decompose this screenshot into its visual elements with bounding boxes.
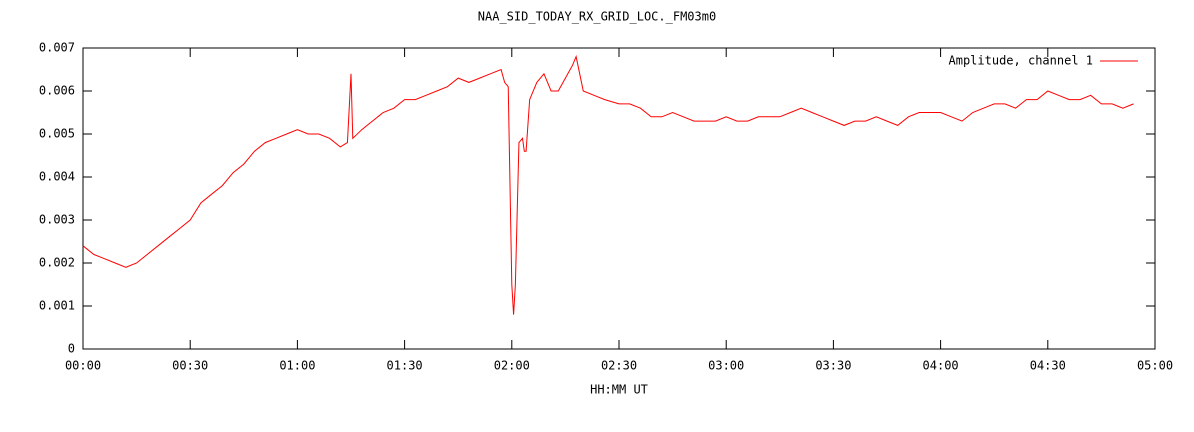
y-tick-label: 0.004 xyxy=(39,170,75,184)
x-axis-label: HH:MM UT xyxy=(590,383,648,397)
y-tick-label: 0.006 xyxy=(39,84,75,98)
x-tick-label: 00:30 xyxy=(172,359,208,373)
y-tick-label: 0.007 xyxy=(39,41,75,55)
x-tick-label: 02:00 xyxy=(494,359,530,373)
data-line xyxy=(82,54,1134,315)
y-tick-label: 0.002 xyxy=(39,256,75,270)
y-tick-label: 0 xyxy=(68,342,75,356)
legend-label: Amplitude, channel 1 xyxy=(949,54,1094,68)
x-tick-label: 05:00 xyxy=(1137,359,1173,373)
y-tick-label: 0.005 xyxy=(39,127,75,141)
x-tick-label: 01:00 xyxy=(279,359,315,373)
x-tick-label: 03:00 xyxy=(708,359,744,373)
y-tick-label: 0.003 xyxy=(39,213,75,227)
x-tick-label: 03:30 xyxy=(815,359,851,373)
x-tick-label: 04:00 xyxy=(923,359,959,373)
y-tick-label: 0.001 xyxy=(39,299,75,313)
x-tick-label: 04:30 xyxy=(1030,359,1066,373)
x-tick-label: 01:30 xyxy=(387,359,423,373)
chart-title: NAA_SID_TODAY_RX_GRID_LOC._FM03m0 xyxy=(478,10,716,24)
x-tick-label: 02:30 xyxy=(601,359,637,373)
x-tick-label: 00:00 xyxy=(65,359,101,373)
plot-border xyxy=(82,47,1156,350)
